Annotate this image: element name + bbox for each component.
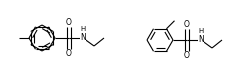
Text: N: N xyxy=(80,34,86,43)
Text: O: O xyxy=(184,51,190,60)
Text: O: O xyxy=(66,49,72,58)
Text: O: O xyxy=(184,20,190,29)
Text: H: H xyxy=(80,26,86,32)
Text: O: O xyxy=(66,18,72,27)
Text: H: H xyxy=(198,28,204,34)
Text: N: N xyxy=(198,35,204,45)
